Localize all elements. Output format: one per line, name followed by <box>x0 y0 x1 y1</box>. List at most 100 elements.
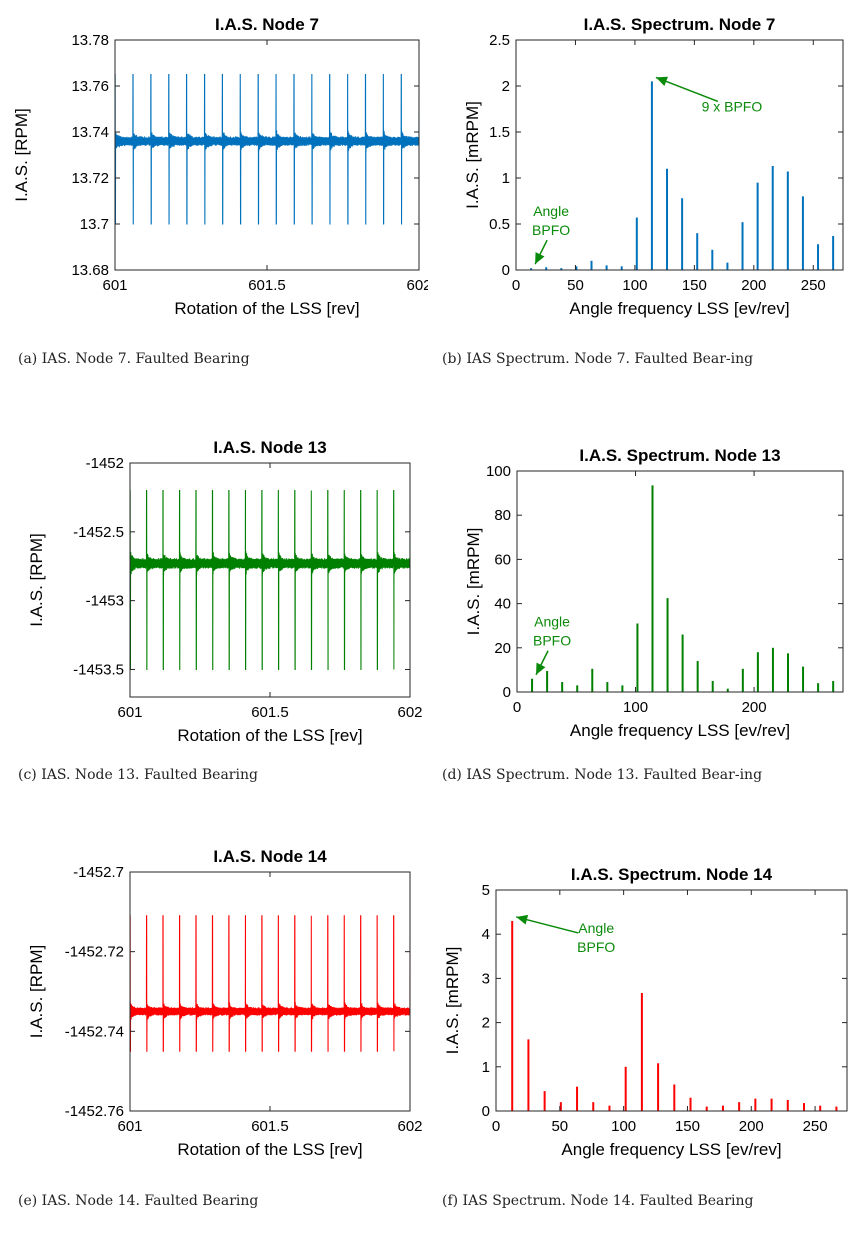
panel-a: 601 601.5 602 13.68 13.7 13.72 13.74 13.76 13.78… <box>0 0 428 416</box>
y-tick-label: 100 <box>486 463 511 480</box>
caption-f: (f) IAS Spectrum. Node 14. Faulted Beari… <box>442 1193 754 1209</box>
annotation: 9 x BPFO <box>655 76 763 114</box>
x-tick-label: 250 <box>803 1118 828 1135</box>
annotation-text: 9 x BPFO <box>702 98 763 114</box>
y-tick-label: 4 <box>482 926 490 943</box>
x-tick-label: 150 <box>675 1118 700 1135</box>
y-tick-label: -1453.5 <box>73 661 124 678</box>
y-axis-label: I.A.S. [RPM] <box>27 945 46 1039</box>
caption-c: (c) IAS. Node 13. Faulted Bearing <box>18 767 258 783</box>
annotation-text: BPFO <box>533 633 571 649</box>
y-tick-label: 1 <box>482 1059 490 1076</box>
y-tick-label: 13.76 <box>71 78 109 95</box>
y-tick-label: 0 <box>503 684 511 701</box>
bar-series <box>511 920 838 1111</box>
x-tick-label: 601.5 <box>248 277 286 294</box>
x-tick-label: 601.5 <box>251 1118 289 1135</box>
chart-d: 0 100 200 0 20 40 60 80 100 I.A.S. Spectrum. Node… <box>464 446 844 740</box>
x-tick-label: 50 <box>567 277 584 294</box>
y-axis-label: I.A.S. [mRPM] <box>464 528 483 636</box>
axes-frame <box>516 470 844 693</box>
y-tick-label: -1452 <box>86 455 124 472</box>
y-tick-label: 3 <box>482 970 490 987</box>
y-tick-label: -1452.7 <box>73 864 124 881</box>
plot-area <box>130 872 410 1111</box>
y-tick-label: 20 <box>494 640 511 657</box>
annotation-arrow-head <box>536 662 546 675</box>
annotation: Angle BPFO <box>532 203 570 265</box>
x-tick-label: 0 <box>513 699 521 716</box>
plot-area <box>517 471 843 692</box>
x-axis-label: Rotation of the LSS [rev] <box>174 299 359 318</box>
panel-e: 601 601.5 602 -1452.7 -1452.72 -1452.74 -1452.… <box>0 832 428 1248</box>
y-tick-label: 40 <box>494 596 511 613</box>
chart-title: I.A.S. Spectrum. Node 14 <box>571 865 773 884</box>
annotation-text: Angle <box>578 920 614 936</box>
x-tick-label: 602 <box>397 704 422 721</box>
x-tick-label: 602 <box>406 277 428 294</box>
bar-series <box>531 485 835 692</box>
x-tick-label: 601 <box>117 704 142 721</box>
panel-d: 0 100 200 0 20 40 60 80 100 I.A.S. Spectrum. Node… <box>428 416 856 832</box>
x-tick-label: 601 <box>117 1118 142 1135</box>
chart-title: I.A.S. Node 14 <box>213 847 327 866</box>
y-axis-label: I.A.S. [mRPM] <box>463 101 482 209</box>
y-tick-label: 80 <box>494 507 511 524</box>
y-tick-label: -1452.5 <box>73 524 124 541</box>
panel-c: 601 601.5 602 -1452 -1452.5 -1453 -1453.5 I.A.S… <box>0 416 428 832</box>
chart-title: I.A.S. Node 13 <box>213 438 326 457</box>
chart-c: 601 601.5 602 -1452 -1452.5 -1453 -1453.5 I.A.S… <box>27 438 423 745</box>
y-axis-label: I.A.S. [RPM] <box>27 533 46 627</box>
y-tick-label: 5 <box>482 882 490 899</box>
y-tick-label: 13.72 <box>71 170 109 187</box>
x-axis-label: Rotation of the LSS [rev] <box>177 726 362 745</box>
y-tick-label: 13.7 <box>80 216 109 233</box>
x-tick-label: 50 <box>551 1118 568 1135</box>
annotation-arrow-head <box>516 914 529 925</box>
x-tick-label: 601 <box>102 277 127 294</box>
x-tick-label: 250 <box>801 277 826 294</box>
annotation-arrow-head <box>535 252 545 265</box>
annotation: Angle BPFO <box>533 614 571 676</box>
y-tick-label: 1.5 <box>489 124 510 141</box>
y-tick-label: -1452.72 <box>65 944 124 961</box>
y-tick-label: 13.74 <box>71 124 109 141</box>
axes-frame <box>515 39 844 271</box>
plot-area <box>130 463 410 697</box>
caption-a: (a) IAS. Node 7. Faulted Bearing <box>18 351 250 367</box>
chart-b: 0 50 100 150 200 250 0 0.5 1 1.5 2 2.5 I.A.S. Spectr… <box>463 15 844 318</box>
axes-frame <box>495 889 848 1112</box>
y-axis-label: I.A.S. [RPM] <box>12 108 31 202</box>
x-tick-label: 150 <box>682 277 707 294</box>
x-tick-label: 602 <box>397 1118 422 1135</box>
x-tick-label: 200 <box>739 1118 764 1135</box>
caption-e: (e) IAS. Node 14. Faulted Bearing <box>18 1193 259 1209</box>
x-tick-label: 100 <box>622 277 647 294</box>
chart-a: 601 601.5 602 13.68 13.7 13.72 13.74 13.76 13.78… <box>12 15 428 318</box>
y-tick-label: 2 <box>482 1015 490 1032</box>
x-axis-label: Rotation of the LSS [rev] <box>177 1140 362 1159</box>
x-tick-label: 100 <box>623 699 648 716</box>
signal-line <box>129 915 411 1052</box>
annotation-text: Angle <box>534 614 570 630</box>
chart-f: 0 50 100 150 200 250 0 1 2 3 4 5 I.A.S. Spectrum. No… <box>443 865 848 1159</box>
chart-e: 601 601.5 602 -1452.7 -1452.72 -1452.74 -1452.… <box>27 847 423 1159</box>
y-tick-label: -1453 <box>86 593 124 610</box>
panel-f: 0 50 100 150 200 250 0 1 2 3 4 5 I.A.S. Spectrum. No… <box>428 832 856 1248</box>
x-tick-label: 601.5 <box>251 704 289 721</box>
annotation-arrow-head <box>655 76 668 87</box>
signal-line <box>114 74 420 225</box>
chart-title: I.A.S. Spectrum. Node 7 <box>584 15 776 34</box>
signal-line <box>129 490 411 670</box>
annotation: Angle BPFO <box>516 914 615 955</box>
y-tick-label: 0 <box>502 262 510 279</box>
y-tick-label: 2 <box>502 78 510 95</box>
y-axis-label: I.A.S. [mRPM] <box>443 947 462 1055</box>
annotation-text: Angle <box>533 203 569 219</box>
x-tick-label: 200 <box>742 699 767 716</box>
y-tick-label: 13.68 <box>71 262 109 279</box>
x-tick-label: 0 <box>512 277 520 294</box>
y-tick-label: -1452.76 <box>65 1103 124 1120</box>
x-axis-label: Angle frequency LSS [ev/rev] <box>569 299 789 318</box>
y-tick-label: 0 <box>482 1103 490 1120</box>
